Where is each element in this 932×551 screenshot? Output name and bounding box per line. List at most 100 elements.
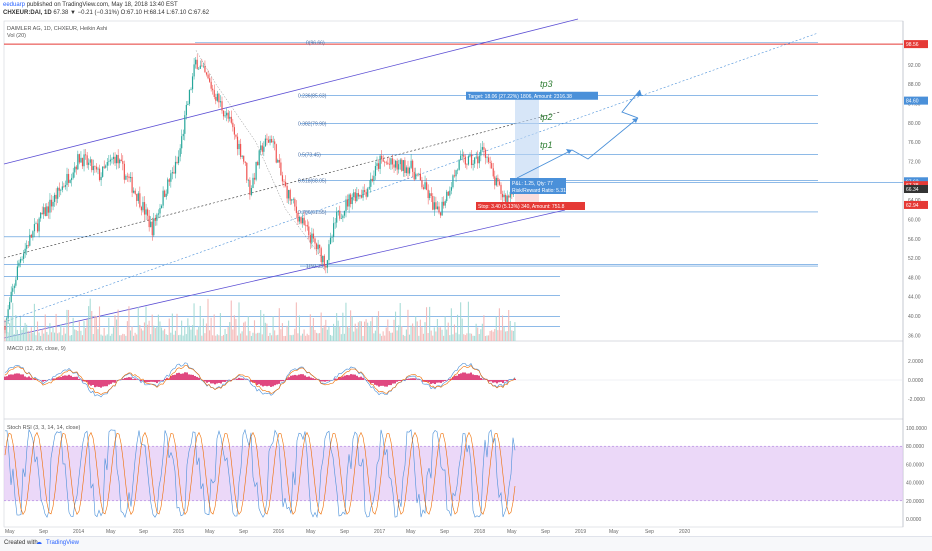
- candle-body: [409, 168, 410, 174]
- macd-histogram-bar: [322, 380, 324, 381]
- macd-histogram-bar: [214, 380, 216, 384]
- volume-bar: [201, 336, 202, 341]
- candle-body: [229, 117, 230, 119]
- candle-body: [400, 160, 401, 164]
- volume-bar: [110, 336, 111, 341]
- candle-body: [328, 244, 329, 260]
- candle-body: [82, 158, 83, 166]
- volume-bar: [163, 330, 164, 341]
- candle-body: [221, 101, 222, 110]
- volume-bar: [42, 329, 43, 341]
- macd-histogram-bar: [122, 379, 124, 380]
- time-tick: 2014: [73, 529, 84, 535]
- candle-body: [350, 195, 351, 205]
- volume-bar: [195, 335, 196, 341]
- stoch-band: [4, 446, 903, 501]
- volume-bar: [40, 336, 41, 341]
- volume-bar: [246, 336, 247, 341]
- macd-histogram-bar: [428, 380, 430, 382]
- volume-bar: [327, 330, 328, 341]
- candle-body: [60, 190, 61, 191]
- volume-bar: [256, 334, 257, 341]
- volume-bar: [167, 335, 168, 341]
- macd-histogram-bar: [18, 373, 20, 380]
- candle-body: [14, 286, 15, 288]
- candle-body: [314, 239, 315, 244]
- macd-histogram-bar: [500, 380, 502, 382]
- candle-body: [454, 175, 455, 176]
- volume-bar: [265, 323, 266, 341]
- candle-body: [299, 217, 300, 221]
- macd-histogram-bar: [74, 377, 76, 380]
- candle-body: [468, 156, 469, 164]
- volume-label: Vol (20): [7, 33, 26, 39]
- candle-body: [110, 160, 111, 162]
- volume-bar: [451, 308, 452, 341]
- candle-body: [26, 245, 27, 249]
- candle-body: [175, 162, 176, 174]
- candle-body: [25, 249, 26, 254]
- macd-histogram-bar: [110, 380, 112, 384]
- channel-upper-line: [4, 19, 578, 164]
- volume-bar: [338, 321, 339, 341]
- volume-bar: [63, 328, 64, 341]
- volume-bar: [14, 334, 15, 341]
- volume-bar: [296, 302, 297, 341]
- volume-bar: [220, 313, 221, 341]
- volume-bar: [469, 333, 470, 341]
- candle-body: [74, 167, 75, 173]
- volume-bar: [508, 310, 509, 341]
- macd-histogram-bar: [240, 378, 242, 380]
- volume-bar: [266, 324, 267, 341]
- volume-bar: [94, 316, 95, 341]
- volume-bar: [37, 321, 38, 341]
- candle-body: [445, 201, 446, 206]
- macd-histogram-bar: [408, 379, 410, 380]
- volume-bar: [356, 328, 357, 341]
- macd-histogram-bar: [208, 380, 210, 382]
- candle-body: [173, 172, 174, 173]
- macd-histogram-bar: [192, 375, 194, 380]
- volume-bar: [147, 325, 148, 341]
- price-tick: 56.00: [908, 237, 921, 243]
- volume-bar: [215, 336, 216, 341]
- macd-histogram-bar: [308, 377, 310, 380]
- macd-histogram-bar: [442, 380, 444, 382]
- volume-bar: [471, 334, 472, 341]
- macd-histogram-bar: [96, 380, 98, 387]
- macd-histogram-bar: [124, 378, 126, 380]
- candle-body: [245, 162, 246, 163]
- candle-body: [418, 174, 419, 175]
- macd-histogram-bar: [388, 380, 390, 385]
- volume-bar: [169, 319, 170, 341]
- candle-body: [166, 194, 167, 197]
- candle-body: [310, 235, 311, 243]
- volume-bar: [74, 329, 75, 341]
- candle-body: [442, 202, 443, 216]
- candle-body: [407, 167, 408, 173]
- macd-histogram-bar: [378, 380, 380, 387]
- volume-bar: [263, 314, 264, 341]
- macd-histogram-bar: [76, 377, 78, 380]
- candle-body: [373, 176, 374, 181]
- volume-bar: [434, 327, 435, 341]
- candle-body: [70, 180, 71, 183]
- time-tick: 2019: [575, 529, 586, 535]
- macd-histogram-bar: [290, 376, 292, 380]
- macd-histogram-bar: [272, 380, 274, 386]
- candle-body: [331, 237, 332, 238]
- candle-body: [257, 162, 258, 165]
- volume-bar: [194, 303, 195, 341]
- rr-box-line1: P&L: 1.25, Qty: 77: [512, 181, 553, 187]
- candle-body: [473, 164, 474, 165]
- candle-body: [429, 193, 430, 198]
- volume-bar: [127, 321, 128, 341]
- macd-histogram-bar: [224, 380, 226, 382]
- candle-body: [97, 169, 98, 170]
- volume-bar: [28, 331, 29, 341]
- volume-bar: [85, 328, 86, 341]
- volume-bar: [259, 333, 260, 341]
- candle-body: [190, 89, 191, 90]
- footer-brand[interactable]: TradingView: [46, 540, 79, 546]
